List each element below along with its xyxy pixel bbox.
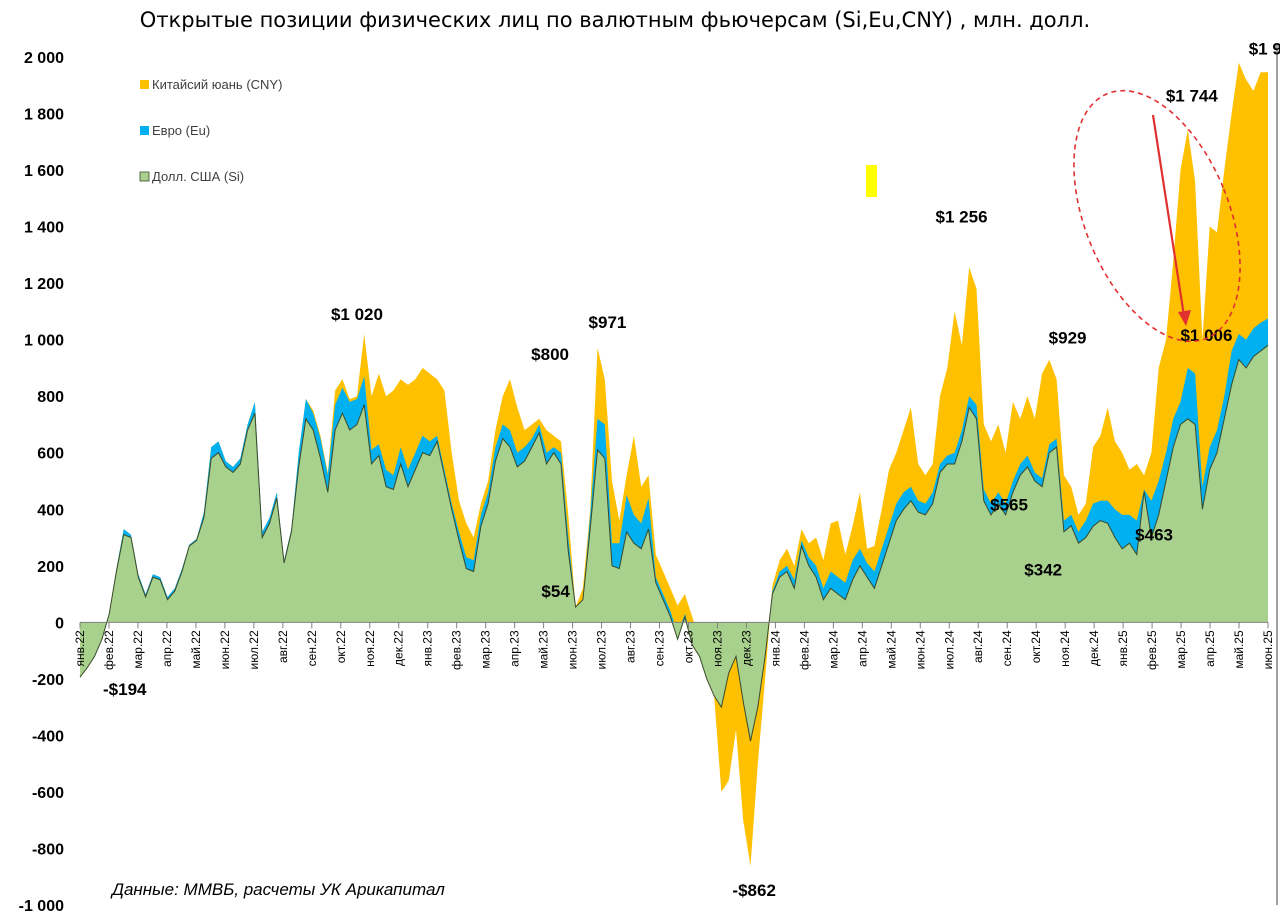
x-tick-label: июл.24 — [942, 630, 956, 669]
area-si — [80, 345, 1268, 742]
x-tick-label: окт.22 — [334, 630, 348, 663]
y-tick-label: 1 200 — [24, 276, 64, 293]
y-tick-label: 2 000 — [24, 50, 64, 67]
x-tick-label: окт.23 — [681, 630, 695, 663]
legend-swatch — [140, 126, 149, 135]
axis-group: 2 000 1 800 1 600 1 400 1 200 1 000 800 600 400 2… — [19, 45, 1278, 915]
x-tick-label: дек.22 — [392, 630, 406, 666]
y-tick-label: 1 400 — [24, 220, 64, 237]
data-label: $463 — [1135, 525, 1173, 544]
x-tick-label: авг.22 — [276, 630, 290, 663]
x-tick-label: май.24 — [884, 630, 898, 669]
data-label: $929 — [1049, 329, 1087, 348]
data-label: $1 946 — [1249, 39, 1280, 58]
data-label: $1 020 — [331, 305, 383, 324]
y-tick-label: 1 600 — [24, 163, 64, 180]
plot-areas — [79, 62, 1269, 866]
data-label: $342 — [1024, 561, 1062, 580]
x-tick-label: авг.23 — [624, 630, 638, 663]
x-tick-label: апр.25 — [1203, 630, 1217, 667]
legend-label: Долл. США (Si) — [152, 169, 244, 184]
x-tick-label: июн.25 — [1261, 630, 1275, 669]
x-tick-label: мар.23 — [479, 630, 493, 669]
x-tick-label: мар.24 — [826, 630, 840, 669]
y-tick-label: -400 — [32, 728, 64, 745]
data-label: $800 — [531, 345, 569, 364]
legend-swatch — [140, 80, 149, 89]
x-tick-label: мар.25 — [1174, 630, 1188, 669]
legend-swatch — [139, 171, 150, 182]
x-tick-label: апр.24 — [855, 630, 869, 667]
y-tick-label: 600 — [37, 446, 64, 463]
x-tick-label: сен.24 — [1000, 630, 1014, 666]
x-tick-label: дек.24 — [1087, 630, 1101, 666]
legend: Китайсий юань (CNY) Евро (Eu) Долл. США (S… — [139, 77, 282, 184]
y-tick-label: -1 000 — [19, 898, 64, 915]
data-label: $971 — [589, 313, 627, 332]
x-tick-label: июл.22 — [247, 630, 261, 669]
x-tick-label: май.22 — [189, 630, 203, 669]
x-tick-label: июн.24 — [913, 630, 927, 669]
x-tick-label: янв.22 — [73, 630, 87, 667]
y-tick-label: 1 000 — [24, 333, 64, 350]
data-label: $1 006 — [1180, 326, 1232, 345]
x-tick-label: май.23 — [537, 630, 551, 669]
x-tick-label: авг.24 — [971, 630, 985, 663]
x-tick-label: апр.23 — [508, 630, 522, 667]
yellow-marker — [866, 165, 877, 197]
x-tick-label: ноя.22 — [363, 630, 377, 667]
y-tick-label: 400 — [37, 502, 64, 519]
data-label: -$194 — [103, 680, 147, 699]
y-tick-label: -200 — [32, 672, 64, 689]
chart-title: Открытые позиции физических лиц по валют… — [139, 8, 1091, 32]
y-tick-label: -800 — [32, 841, 64, 858]
y-tick-label: -600 — [32, 785, 64, 802]
x-tick-label: фев.22 — [102, 630, 116, 670]
x-tick-label: ноя.23 — [710, 630, 724, 667]
source-note: Данные: ММВБ, расчеты УК Арикапитал — [112, 880, 445, 899]
legend-label: Евро (Eu) — [152, 123, 210, 138]
data-label: -$862 — [732, 881, 775, 900]
x-tick-label: янв.25 — [1116, 630, 1130, 667]
drop-arrow-line — [1151, 114, 1186, 317]
data-label: $565 — [990, 496, 1028, 515]
data-label: $54 — [541, 582, 570, 601]
si-outline — [79, 344, 1269, 742]
x-tick-label: июн.22 — [218, 630, 232, 669]
y-tick-label: 200 — [37, 559, 64, 576]
x-tick-label: сен.23 — [653, 630, 667, 666]
x-tick-label: мар.22 — [131, 630, 145, 669]
data-label: $1 256 — [936, 207, 988, 226]
x-tick-label: фев.23 — [450, 630, 464, 670]
y-tick-label: 800 — [37, 389, 64, 406]
x-tick-label: июл.23 — [595, 630, 609, 669]
x-tick-label: фев.25 — [1145, 630, 1159, 670]
x-tick-label: фев.24 — [797, 630, 811, 670]
x-tick-label: дек.23 — [739, 630, 753, 666]
legend-label: Китайсий юань (CNY) — [152, 77, 282, 92]
x-tick-label: янв.24 — [768, 630, 782, 667]
y-tick-label: 0 — [55, 615, 64, 632]
x-tick-label: сен.22 — [305, 630, 319, 666]
x-tick-label: ноя.24 — [1058, 630, 1072, 667]
x-tick-label: июн.23 — [566, 630, 580, 669]
x-tick-label: янв.23 — [421, 630, 435, 667]
y-tick-label: 1 800 — [24, 107, 64, 124]
x-tick-label: май.25 — [1232, 630, 1246, 669]
data-label: $1 744 — [1166, 86, 1219, 105]
x-tick-label: окт.24 — [1029, 630, 1043, 663]
x-tick-label: апр.22 — [160, 630, 174, 667]
drop-arrow-head — [1178, 310, 1191, 326]
